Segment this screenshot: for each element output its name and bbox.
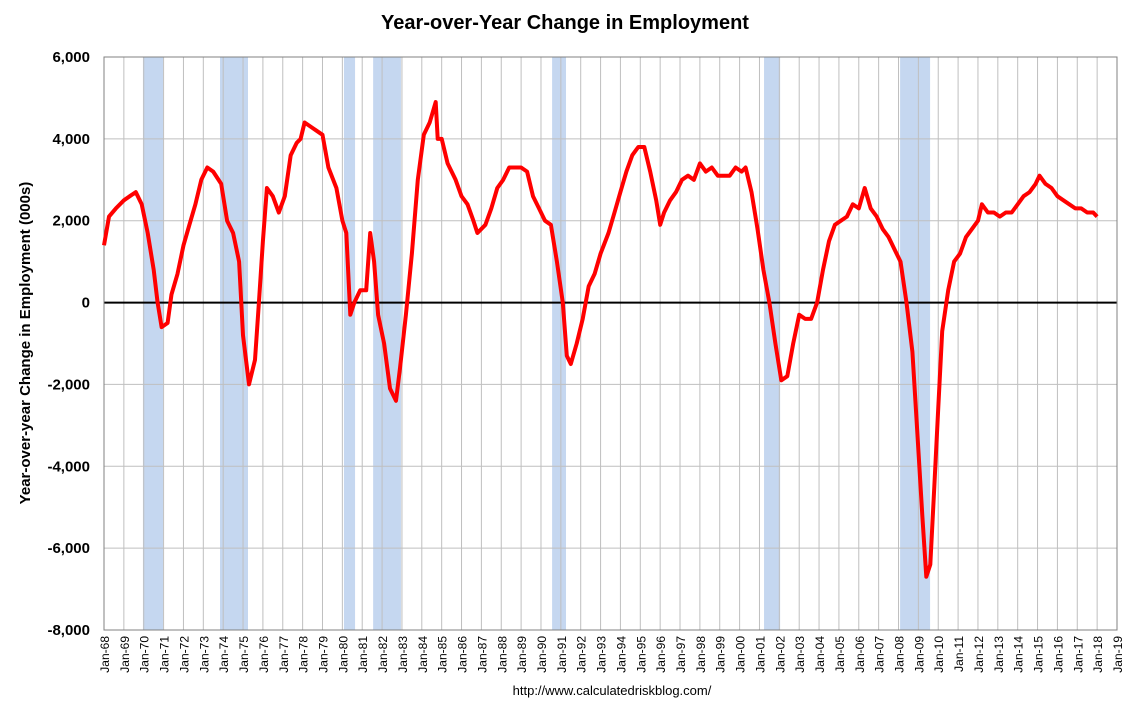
x-tick-label: Jan-71 (158, 636, 172, 673)
x-tick-label: Jan-96 (654, 636, 668, 673)
x-tick-label: Jan-81 (356, 636, 370, 673)
x-tick-label: Jan-11 (952, 636, 966, 672)
y-tick-label: -2,000 (47, 376, 90, 393)
y-tick-label: 2,000 (52, 213, 90, 230)
y-tick-label: -4,000 (47, 458, 90, 475)
recession-band (764, 57, 781, 630)
x-tick-label: Jan-90 (535, 636, 549, 673)
y-tick-label: 4,000 (52, 131, 90, 148)
x-tick-label: Jan-12 (972, 636, 986, 673)
x-tick-label: Jan-75 (237, 636, 251, 673)
x-tick-label: Jan-77 (277, 636, 291, 673)
x-tick-label: Jan-83 (396, 636, 410, 673)
x-tick-label: Jan-04 (813, 636, 827, 673)
x-tick-label: Jan-92 (575, 636, 589, 673)
x-tick-label: Jan-82 (376, 636, 390, 673)
x-tick-label: Jan-70 (138, 636, 152, 673)
recession-band (343, 57, 356, 630)
x-tick-label: Jan-07 (873, 636, 887, 673)
x-tick-label: Jan-72 (177, 636, 191, 673)
y-tick-label: -6,000 (47, 540, 90, 557)
x-tick-label: Jan-06 (853, 636, 867, 673)
recession-band (552, 57, 567, 630)
x-tick-label: Jan-18 (1091, 636, 1105, 673)
x-tick-label: Jan-87 (475, 636, 489, 673)
x-tick-label: Jan-73 (197, 636, 211, 673)
x-tick-label: Jan-17 (1071, 636, 1085, 673)
x-tick-label: Jan-99 (714, 636, 728, 673)
x-tick-label: Jan-74 (217, 636, 231, 673)
recession-band (373, 57, 401, 630)
x-tick-label: Jan-14 (1012, 636, 1026, 673)
y-tick-label: 6,000 (52, 49, 90, 66)
chart-title: Year-over-Year Change in Employment (381, 12, 749, 34)
x-tick-label: Jan-84 (416, 636, 430, 673)
x-tick-label: Jan-93 (595, 636, 609, 673)
y-axis-label: Year-over-year Change in Employment (000… (17, 182, 34, 505)
x-tick-label: Jan-91 (555, 636, 569, 673)
x-tick-label: Jan-00 (734, 636, 748, 673)
x-tick-label: Jan-10 (932, 636, 946, 673)
x-tick-label: Jan-05 (833, 636, 847, 673)
x-tick-label: Jan-03 (793, 636, 807, 673)
x-tick-label: Jan-94 (614, 636, 628, 673)
x-tick-label: Jan-08 (893, 636, 907, 673)
x-tick-label: Jan-16 (1051, 636, 1065, 673)
x-tick-label: Jan-80 (336, 636, 350, 673)
data-line (102, 100, 1099, 579)
x-tick-label: Jan-95 (634, 636, 648, 673)
y-tick-label: -8,000 (47, 622, 90, 639)
x-tick-label: Jan-78 (297, 636, 311, 673)
x-tick-label: Jan-98 (694, 636, 708, 673)
x-tick-label: Jan-86 (456, 636, 470, 673)
x-tick-label: Jan-15 (1032, 636, 1046, 673)
y-tick-label: 0 (82, 295, 90, 312)
x-tick-label: Jan-69 (118, 636, 132, 673)
x-tick-label: Jan-76 (257, 636, 271, 673)
x-tick-label: Jan-19 (1111, 636, 1125, 673)
x-tick-label: Jan-85 (436, 636, 450, 673)
x-tick-label: Jan-97 (674, 636, 688, 673)
x-tick-label: Jan-88 (495, 636, 509, 673)
x-tick-label: Jan-09 (912, 636, 926, 673)
x-tick-label: Jan-89 (515, 636, 529, 673)
source: http://www.calculatedriskblog.com/ (513, 683, 712, 698)
recession-band (142, 57, 163, 630)
plot-border (103, 56, 1118, 631)
x-tick-label: Jan-13 (992, 636, 1006, 673)
x-tick-label: Jan-02 (773, 636, 787, 673)
x-tick-label: Jan-68 (98, 636, 112, 673)
x-tick-label: Jan-79 (316, 636, 330, 673)
x-tick-label: Jan-01 (753, 636, 767, 673)
